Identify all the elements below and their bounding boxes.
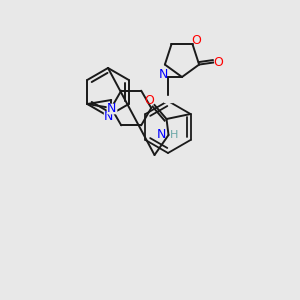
- Text: N: N: [158, 68, 168, 82]
- Text: N: N: [106, 101, 116, 115]
- Text: O: O: [192, 34, 202, 47]
- Text: N: N: [103, 110, 113, 122]
- Text: H: H: [170, 130, 179, 140]
- Bar: [107, 103, 116, 112]
- Text: O: O: [213, 56, 223, 69]
- Bar: [107, 103, 116, 112]
- Text: N: N: [157, 128, 166, 142]
- Text: N: N: [106, 101, 116, 115]
- Bar: [104, 112, 112, 120]
- Bar: [164, 96, 172, 102]
- Text: O: O: [145, 94, 154, 107]
